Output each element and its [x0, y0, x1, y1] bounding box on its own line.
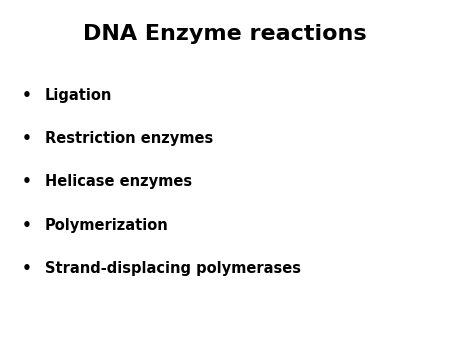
Text: •: • — [22, 218, 32, 233]
Text: •: • — [22, 88, 32, 103]
Text: •: • — [22, 261, 32, 276]
Text: Restriction enzymes: Restriction enzymes — [45, 131, 213, 146]
Text: •: • — [22, 131, 32, 146]
Text: Helicase enzymes: Helicase enzymes — [45, 174, 192, 189]
Text: Polymerization: Polymerization — [45, 218, 169, 233]
Text: •: • — [22, 174, 32, 189]
Text: Strand-displacing polymerases: Strand-displacing polymerases — [45, 261, 301, 276]
Text: Ligation: Ligation — [45, 88, 112, 103]
Text: DNA Enzyme reactions: DNA Enzyme reactions — [83, 24, 367, 44]
